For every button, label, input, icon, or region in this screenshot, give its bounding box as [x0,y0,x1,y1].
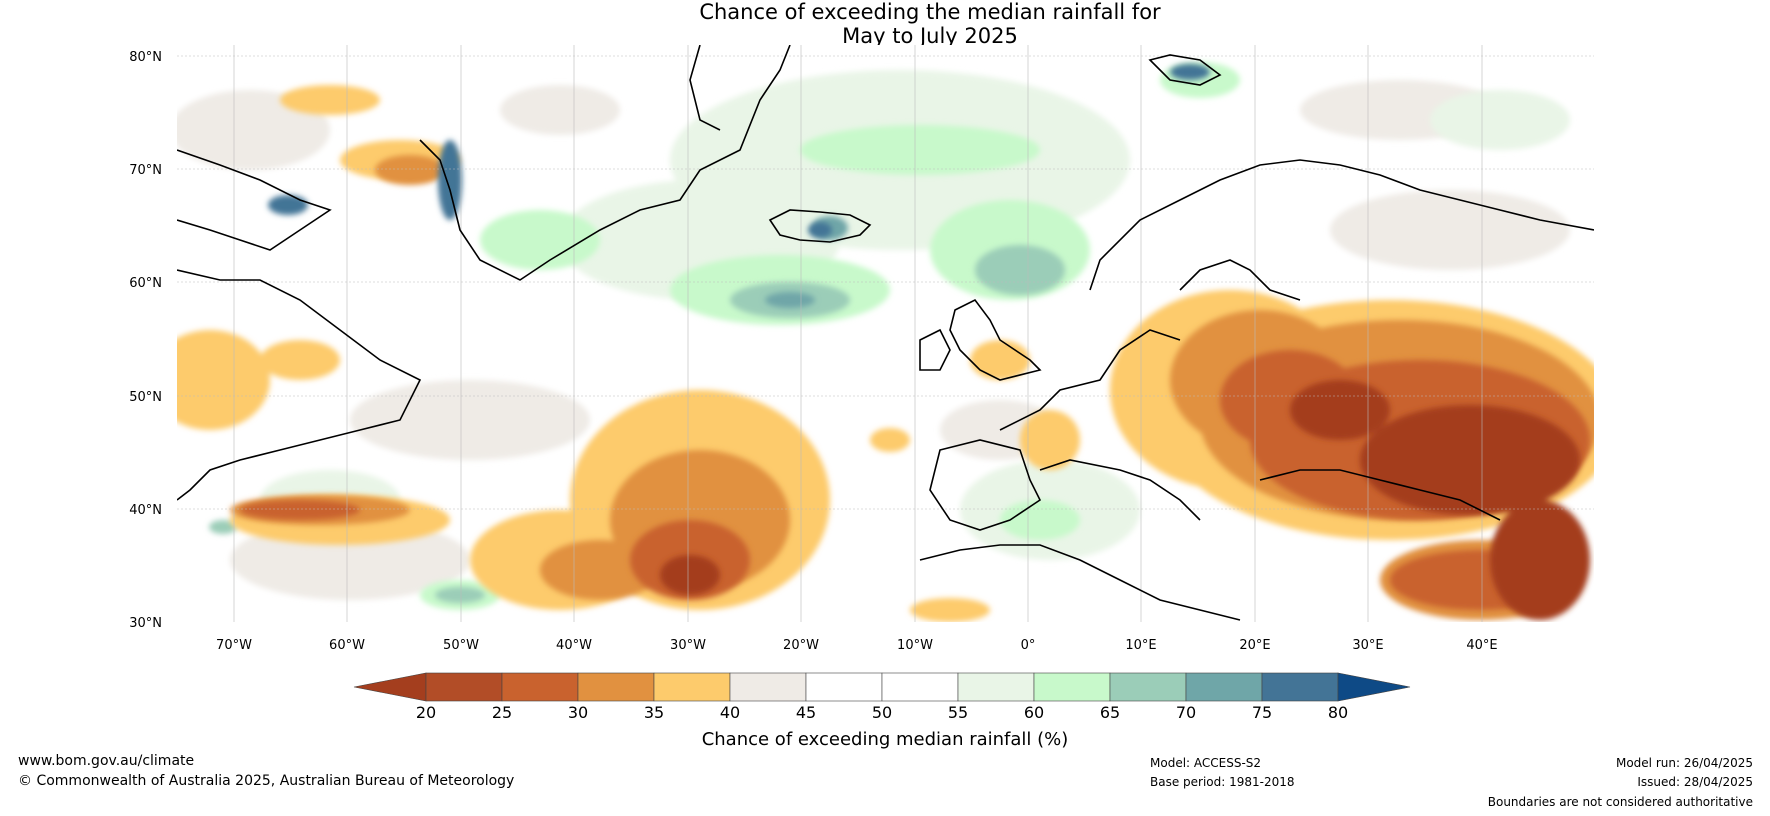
model-text: Model: ACCESS-S2 [1150,756,1262,770]
lon-label-30w: 30°W [670,638,706,653]
lat-label-70n: 70°N [129,163,162,178]
lon-label-60w: 60°W [329,638,365,653]
lat-label-60n: 60°N [129,276,162,291]
colorbar-label: Chance of exceeding median rainfall (%) [702,729,1069,750]
probability-shading [177,62,1594,622]
lat-label-30n: 30°N [129,616,162,631]
scandinavia-coast [1089,159,1594,291]
black-sea-coast [1259,469,1501,521]
colorbar-extend-low [353,672,427,702]
iberia-coast [929,439,1042,531]
greenland-coast [419,45,791,281]
driest-areas [660,380,1590,620]
lon-label-40e: 40°E [1466,638,1497,653]
greenland-wet-coast [268,64,1210,238]
lon-label-20w: 20°W [783,638,819,653]
website-text: www.bom.gov.au/climate [18,753,195,769]
lon-label-70w: 70°W [216,638,252,653]
colorbar-tick-label: 65 [1100,703,1120,722]
map-panel [177,45,1594,622]
lon-label-20e: 20°E [1239,638,1270,653]
coastlines [177,45,1594,621]
colorbar-segment [501,672,579,702]
colorbar-segment [653,672,731,702]
lat-label-80n: 80°N [129,50,162,65]
copyright-text: © Commonwealth of Australia 2025, Austra… [18,773,515,789]
colorbar-tick-label: 75 [1252,703,1272,722]
lon-label-0: 0° [1021,638,1036,653]
lat-label-50n: 50°N [129,390,162,405]
baltic-coast [1179,259,1301,301]
colorbar-tick-label: 35 [644,703,664,722]
colorbar-segment [1185,672,1263,702]
north-africa-coast [919,544,1241,621]
lon-label-10w: 10°W [897,638,933,653]
great-britain-coast [949,298,1042,381]
colorbar-segment [577,672,655,702]
colorbar-tick-label: 30 [568,703,588,722]
disclaimer-text: Boundaries are not considered authoritat… [1487,795,1753,809]
mediterranean-north-coast [1039,459,1201,521]
latitude-labels: 80°N 70°N 60°N 50°N 40°N 30°N [129,50,162,631]
colorbar-tick-label: 50 [872,703,892,722]
colorbar-tick-label: 60 [1024,703,1044,722]
base-period-text: Base period: 1981-2018 [1150,775,1295,789]
colorbar-tick-label: 45 [796,703,816,722]
greenland-east-coast [689,45,721,131]
chart-title: Chance of exceeding the median rainfall … [0,0,1770,48]
colorbar-segment [425,672,503,702]
slightly-wet-areas [260,70,1570,560]
colorbar-segment [1261,672,1339,702]
colorbar: 20 25 30 35 40 45 50 55 60 65 70 75 80 [353,672,1411,722]
baffin-island-coast [177,149,332,251]
ireland-coast [919,328,951,371]
model-run-text: Model run: 26/04/2025 [1615,756,1753,770]
colorbar-segment [729,672,807,702]
colorbar-segment [881,672,959,702]
north-america-coast [177,269,422,501]
svalbard-coast [1148,54,1222,86]
longitude-labels: 70°W 60°W 50°W 40°W 30°W 20°W 10°W 0° 10… [216,638,1498,653]
colorbar-tick-label: 20 [416,703,436,722]
colorbar-segment [957,672,1035,702]
colorbar-tick-label: 80 [1328,703,1348,722]
issued-text: Issued: 28/04/2025 [1637,775,1753,789]
colorbar-tick-label: 40 [720,703,740,722]
colorbar-tick-label: 70 [1176,703,1196,722]
colorbar-tick-label: 55 [948,703,968,722]
lon-label-50w: 50°W [443,638,479,653]
lon-label-30e: 30°E [1352,638,1383,653]
iceland-coast [768,209,872,243]
title-line-2: May to July 2025 [842,24,1018,48]
colorbar-segment [805,672,883,702]
colorbar-tick-label: 25 [492,703,512,722]
lon-label-10e: 10°E [1125,638,1156,653]
lat-label-40n: 40°N [129,503,162,518]
colorbar-segment [1109,672,1187,702]
lon-label-40w: 40°W [556,638,592,653]
colorbar-extend-high [1337,672,1411,702]
colorbar-segment [1033,672,1111,702]
europe-north-coast [999,329,1181,431]
title-line-1: Chance of exceeding the median rainfall … [699,0,1161,24]
